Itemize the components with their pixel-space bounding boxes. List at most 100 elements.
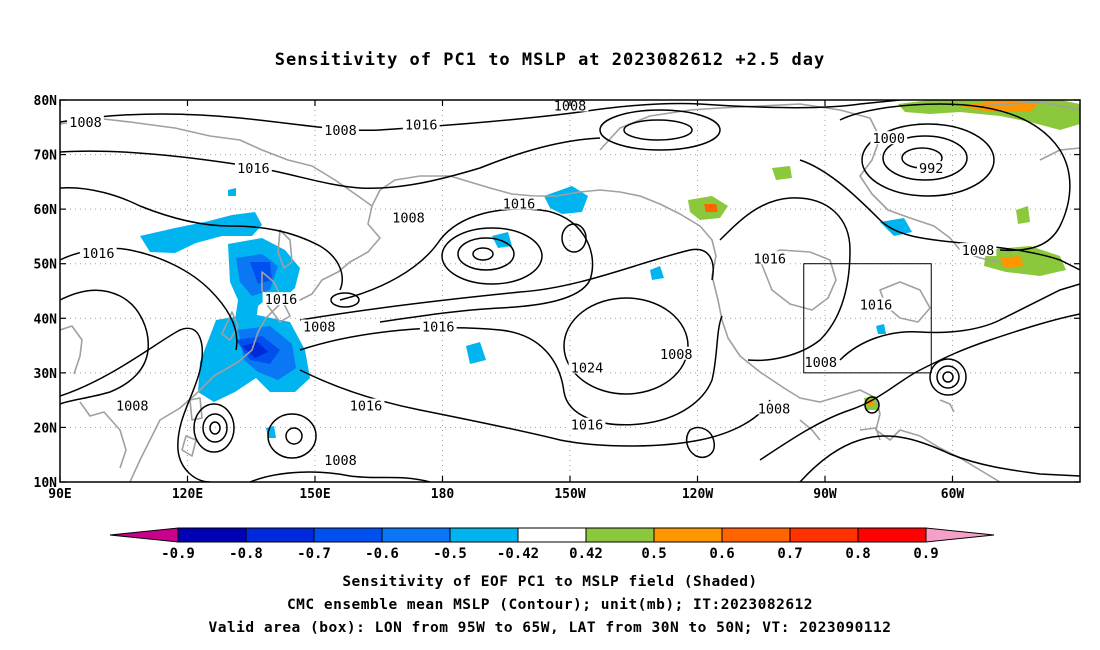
contour-labels: 1008 1008 1016 1016 1008 1000 992 1008 1016 1016 1… [67,98,997,469]
contour-label: 1016 [265,292,298,308]
colorbar-segment [245,527,315,543]
caption-shading: Sensitivity of EOF PC1 to MSLP field (Sh… [342,574,758,590]
contour-label-bg [916,161,946,175]
contour-label-bg [322,123,359,137]
positive-sensitivity-region [1000,256,1024,268]
colorbar-segment [789,527,859,543]
lat-label: 60N [34,203,58,218]
contour-label-bg [300,319,338,333]
colorbar-segment [857,527,927,543]
positive-sensitivity-region [1016,206,1030,224]
lat-label: 50N [34,258,58,273]
colorbar-label: -0.42 [497,546,539,562]
valid-area-box [803,263,932,374]
lat-label: 80N [34,94,58,109]
colorbar-label: -0.7 [297,546,331,562]
negative-sensitivity-region [250,262,272,284]
positive-sensitivity-region [984,246,1066,276]
positive-sensitivity-region [704,204,718,212]
colorbar-segment [585,527,655,543]
contour-label: 1024 [571,360,604,376]
contour-label-bg [390,210,427,224]
contour-label: 1008 [962,243,995,259]
lon-label: 150W [554,487,585,502]
contour-label-bg [113,398,151,412]
colorbar-segment [177,527,247,543]
contour-label: 1008 [554,98,587,114]
contour-label: 1008 [758,401,791,417]
colorbar-label: -0.5 [433,546,467,562]
contour-label: 1016 [405,118,438,134]
contour-label-bg [870,131,908,145]
contour-label: 1000 [872,131,905,147]
colorbar-label: 0.42 [569,546,603,562]
contour-label: 1008 [69,115,102,131]
colorbar-segment [653,527,723,543]
colorbar-label: -0.8 [229,546,263,562]
contour-label: 1016 [422,319,455,335]
negative-sensitivity-region [140,212,262,253]
contour-label-bg [755,401,793,415]
contour-label: 1016 [571,418,604,434]
contour-label-bg [67,114,104,128]
colorbar-label: -0.9 [161,546,195,562]
contour-label-bg [857,297,895,311]
colorbar-label: 0.5 [641,546,666,562]
contour-label: 1008 [116,399,149,415]
colorbar-min-arrow [109,527,179,543]
colorbar-max-arrow [925,527,995,543]
colorbar-segment [517,527,587,543]
contour-label: 1016 [237,161,270,177]
caption-contour: CMC ensemble mean MSLP (Contour); unit(m… [286,597,814,613]
contour-label: 1016 [860,298,893,314]
lon-label: 150E [299,487,330,502]
contour-label-bg [751,251,789,265]
contour-label: 1008 [660,347,693,363]
negative-sensitivity-region [228,188,236,196]
lat-label: 40N [34,312,58,327]
contour-label: 1016 [753,251,786,267]
negative-sensitivity-region [876,324,886,334]
contour-label: 1008 [303,319,336,335]
colorbar-segment [449,527,519,543]
colorbar-segment [313,527,383,543]
colorbar-segment [381,527,451,543]
contour-label-bg [959,243,997,257]
contour-label-bg [802,354,840,368]
coastlines [60,101,1080,482]
positive-sensitivity-region [772,166,792,180]
contour-label: 1008 [804,355,837,371]
contour-label: 1016 [82,246,115,262]
negative-sensitivity-region [466,342,486,364]
colorbar-label: 0.9 [913,546,938,562]
lon-label: 120W [682,487,713,502]
negative-sensitivity-region [242,342,268,358]
lon-label: 180 [431,487,455,502]
lat-label: 30N [34,367,58,382]
contour-label-bg [500,196,538,210]
caption-valid-area: Valid area (box): LON from 95W to 65W, L… [208,620,892,636]
lon-label: 120E [172,487,203,502]
contour-label-bg [657,346,695,360]
colorbar: -0.9 -0.8 -0.7 -0.6 -0.5 -0.42 0.42 0.5 0.6 0.7 0.… [109,527,995,562]
colorbar-label: -0.6 [365,546,399,562]
lat-label: 10N [34,476,58,491]
contour-label-bg [402,117,440,131]
colorbar-segment [721,527,791,543]
colorbar-label: 0.7 [777,546,802,562]
contour-label-bg [262,292,300,306]
contour-label: 1008 [324,123,357,139]
lon-label: 90E [48,487,71,502]
colorbar-label: 0.8 [845,546,870,562]
contour-label: 1016 [503,197,536,213]
contour-label-bg [234,161,272,175]
contour-label-bg [322,453,359,467]
contour-label: 1016 [350,399,383,415]
contour-label-bg [568,417,606,431]
lat-label: 20N [34,421,58,436]
contour-label-bg [419,319,457,333]
negative-sensitivity-region [650,266,664,280]
chart-title: Sensitivity of PC1 to MSLP at 2023082612… [274,50,826,70]
